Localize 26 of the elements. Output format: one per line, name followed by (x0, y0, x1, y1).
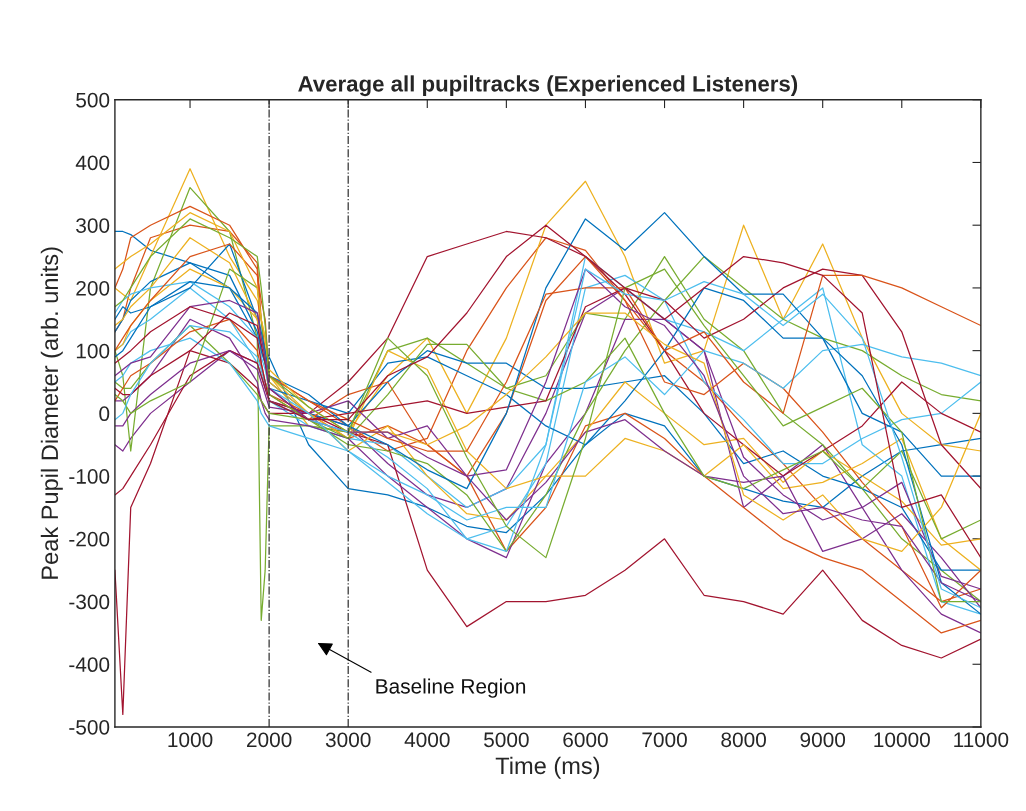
x-tick-label: 8000 (721, 732, 766, 748)
y-tick-label: 200 (76, 280, 110, 296)
y-tick-label: 0 (99, 406, 110, 422)
y-tick-label: 100 (76, 343, 110, 359)
x-tick-label: 2000 (247, 732, 292, 748)
y-tick-label: -400 (69, 657, 110, 673)
x-tick-label: 11000 (954, 732, 1009, 748)
annotation: Baseline Region (376, 678, 526, 698)
x-tick-label: 5000 (484, 732, 529, 748)
x-tick-label: 3000 (325, 732, 371, 748)
y-tick-label: -500 (69, 719, 110, 735)
x-axis-title: Time (ms) (495, 756, 600, 779)
x-tick-label: 1000 (168, 732, 213, 748)
x-tick-label: 6000 (563, 732, 608, 748)
x-tick-label: 9000 (800, 732, 846, 748)
x-tick-label: 10000 (874, 732, 930, 748)
x-tick-label: 7000 (642, 732, 687, 748)
y-tick-label: -100 (69, 469, 110, 484)
chart-title: Average all pupiltracks (Experienced Listeners) (298, 75, 798, 97)
y-axis-title: Peak Pupil Diameter (arb. units) (40, 247, 63, 579)
y-tick-label: -200 (69, 531, 110, 547)
y-tick-label: -300 (69, 594, 110, 610)
y-tick-label: 300 (76, 218, 110, 233)
y-tick-label: 400 (75, 155, 110, 171)
x-tick-label: 4000 (404, 732, 450, 748)
y-tick-label: 500 (76, 92, 110, 108)
